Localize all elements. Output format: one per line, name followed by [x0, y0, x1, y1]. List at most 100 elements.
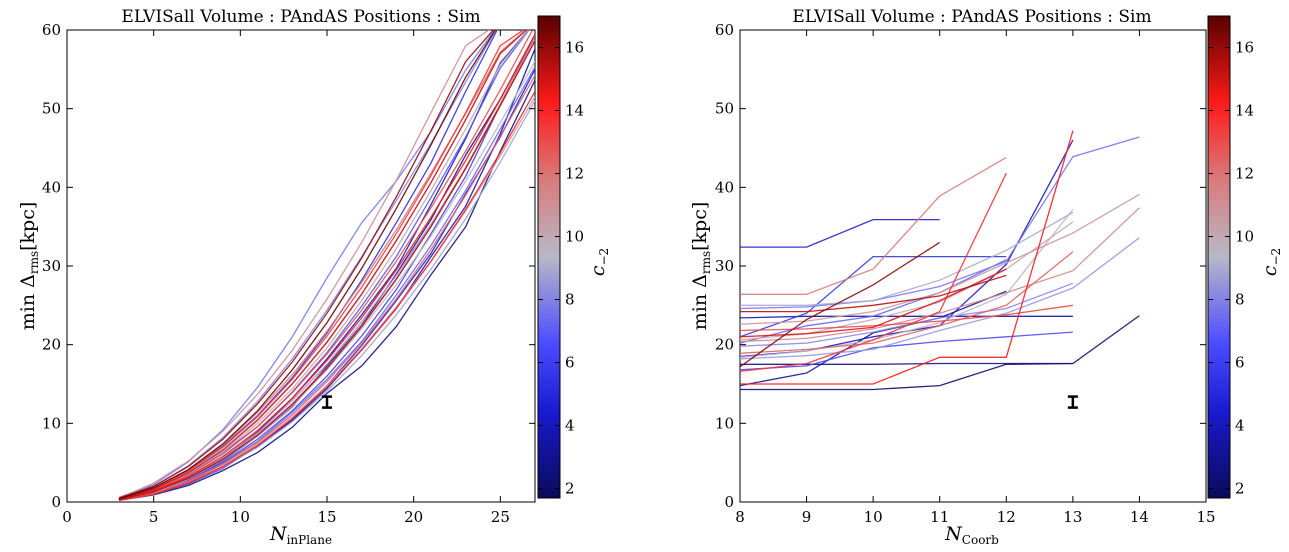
colorbar-tick-label: 16 — [1235, 39, 1254, 57]
series-line — [118, 30, 497, 500]
errorbar-coorb — [1067, 395, 1078, 409]
series-line — [740, 259, 1007, 344]
series-line — [118, 30, 498, 500]
colorbar-tick-label: 4 — [565, 417, 575, 435]
series-line — [740, 255, 1007, 338]
x-tick-label: 13 — [1063, 508, 1082, 526]
x-tick-label: 8 — [735, 508, 745, 526]
y-tick-label: 60 — [42, 21, 61, 39]
y-tick-label: 10 — [42, 414, 61, 432]
y-tick-label: 0 — [724, 493, 734, 511]
colorbar-tick-label: 8 — [1235, 291, 1245, 309]
errorbar-inplane — [322, 395, 332, 409]
x-tick-label: 11 — [930, 508, 949, 526]
series-line — [118, 30, 530, 501]
series-line — [118, 75, 535, 501]
plot-area-inplane — [66, 29, 536, 503]
series-line — [740, 172, 1007, 373]
colorbar-label-coorb: c−2 — [1259, 248, 1283, 276]
x-tick-label: 15 — [1196, 508, 1215, 526]
x-tick-label: 5 — [149, 508, 159, 526]
y-tick-label: 30 — [715, 257, 734, 275]
series-line — [740, 304, 1073, 332]
series-line — [118, 30, 490, 499]
colorbar-label-inplane: c−2 — [587, 248, 611, 276]
series-line — [118, 30, 525, 500]
colorbar-ticks-coorb: 2 4 6 8 10 12 14 16 — [1208, 39, 1254, 498]
panel-title-inplane: ELVISall Volume : PAndAS Positions : Sim — [121, 7, 480, 27]
x-tick-label: 10 — [231, 508, 250, 526]
series-line — [740, 130, 1074, 385]
series-line — [118, 34, 535, 501]
series-line — [740, 282, 1074, 347]
series-line — [740, 193, 1140, 325]
y-tick-label: 50 — [715, 100, 734, 118]
series-line — [740, 208, 1074, 358]
x-tick-label: 10 — [864, 508, 883, 526]
colorbar-tick-label: 14 — [1235, 102, 1254, 120]
y-tick-label: 10 — [715, 414, 734, 432]
x-tick-label: 12 — [997, 508, 1016, 526]
series-line — [740, 136, 1140, 310]
y-ticks-coorb: 0 10 20 30 40 50 60 — [715, 21, 1206, 511]
y-tick-label: 60 — [715, 21, 734, 39]
colorbar-tick-label: 6 — [1235, 354, 1245, 372]
series-line — [118, 91, 535, 502]
series-line — [740, 331, 1073, 371]
series-line — [118, 61, 535, 501]
series-lines-inplane — [118, 30, 535, 502]
colorbar-tick-label: 8 — [565, 291, 575, 309]
y-tick-label: 20 — [715, 336, 734, 354]
colorbar-tick-label: 6 — [565, 354, 575, 372]
series-line — [740, 156, 1007, 295]
panel-coorb: 8 9 10 11 12 13 14 15 0 10 20 30 40 50 60 ELVISall Vo… — [689, 7, 1283, 547]
series-line — [740, 218, 940, 248]
x-tick-label: 15 — [317, 508, 336, 526]
y-tick-label: 20 — [42, 336, 61, 354]
y-ticks-inplane: 0 10 20 30 40 50 60 — [42, 21, 535, 511]
series-line — [740, 290, 1007, 387]
series-line — [118, 30, 528, 500]
series-line — [118, 35, 535, 501]
colorbar-tick-label: 4 — [1235, 417, 1245, 435]
x-tick-label: 9 — [802, 508, 812, 526]
panel-title-coorb: ELVISall Volume : PAndAS Positions : Sim — [792, 7, 1151, 27]
y-axis-label-coorb: min Δrms[kpc] — [689, 202, 713, 331]
colorbar-inplane — [537, 15, 561, 499]
series-line — [740, 207, 1140, 343]
series-line — [118, 30, 496, 498]
series-line — [740, 251, 1074, 354]
y-tick-label: 40 — [715, 178, 734, 196]
series-line — [118, 30, 530, 500]
series-line — [118, 96, 535, 502]
colorbar-ticks-inplane: 2 4 6 8 10 12 14 16 — [538, 39, 584, 498]
x-ticks-coorb: 8 9 10 11 12 13 14 15 — [735, 30, 1216, 526]
series-line — [118, 30, 534, 501]
y-tick-label: 40 — [42, 178, 61, 196]
x-tick-label: 14 — [1130, 508, 1149, 526]
x-tick-label: 0 — [62, 508, 72, 526]
series-line — [118, 80, 535, 502]
x-axis-label-inplane: NinPlane — [269, 523, 332, 547]
x-ticks-inplane: 0 5 10 15 20 25 — [62, 30, 510, 526]
series-lines-coorb — [740, 130, 1140, 391]
colorbar-coorb — [1207, 15, 1231, 499]
series-line — [740, 241, 941, 368]
colorbar-tick-label: 16 — [565, 39, 584, 57]
colorbar-tick-label: 2 — [1235, 480, 1245, 498]
colorbar-tick-label: 12 — [1235, 165, 1254, 183]
series-line — [118, 30, 495, 499]
colorbar-tick-label: 14 — [565, 102, 584, 120]
series-line — [118, 40, 535, 501]
y-tick-label: 50 — [42, 100, 61, 118]
series-line — [740, 274, 1007, 313]
series-line — [740, 211, 1074, 306]
y-tick-label: 0 — [51, 493, 61, 511]
series-line — [740, 237, 1140, 360]
x-axis-label-coorb: NCoorb — [944, 523, 999, 547]
colorbar-tick-label: 10 — [565, 228, 584, 246]
series-line — [118, 30, 530, 500]
panel-inplane: 0 5 10 15 20 25 0 10 20 30 40 50 60 ELVISall Volume… — [17, 7, 611, 547]
colorbar-tick-label: 12 — [565, 165, 584, 183]
